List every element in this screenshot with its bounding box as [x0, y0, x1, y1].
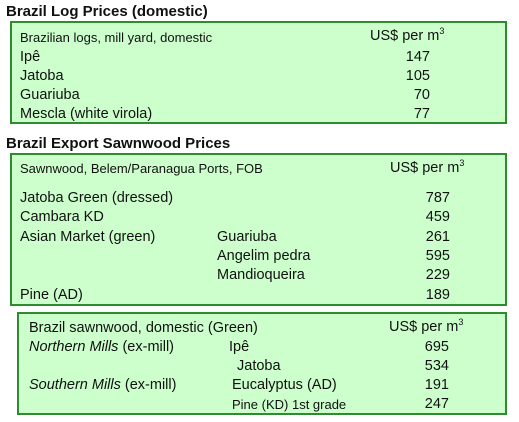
domestic-row-value: 534 — [424, 358, 449, 374]
log-row-value: 70 — [413, 87, 430, 103]
log-row-value: 105 — [405, 68, 430, 84]
domestic-row-species: Pine (KD) 1st grade — [232, 397, 347, 412]
domestic-header-label: Brazil sawnwood, domestic (Green) — [29, 320, 258, 336]
section1-title: Brazil Log Prices (domestic) — [6, 3, 208, 20]
export-row-value: 459 — [425, 209, 450, 225]
log-row-name: Jatoba — [20, 68, 64, 84]
domestic-row-value: 191 — [424, 377, 449, 393]
domestic-row-value: 247 — [424, 396, 449, 412]
export-row-value: 189 — [425, 287, 450, 303]
export-row-name: Asian Market (green) — [20, 229, 156, 245]
log-row-value: 77 — [413, 106, 430, 122]
log-row-name: Ipê — [20, 49, 41, 65]
domestic-sawnwood-table: Brazil sawnwood, domestic (Green) US$ pe… — [17, 312, 507, 415]
export-row-value: 261 — [425, 229, 450, 245]
export-row-name: Cambara KD — [20, 209, 104, 225]
log-prices-header-label: Brazilian logs, mill yard, domestic — [20, 30, 213, 45]
log-prices-unit: US$ per m3 — [370, 26, 445, 44]
domestic-row-species: Eucalyptus (AD) — [232, 377, 337, 393]
section2-title: Brazil Export Sawnwood Prices — [6, 135, 231, 152]
log-row-value: 147 — [405, 49, 430, 65]
export-header-label: Sawnwood, Belem/Paranagua Ports, FOB — [20, 161, 263, 176]
export-row-value: 229 — [425, 267, 450, 283]
domestic-unit: US$ per m3 — [389, 317, 464, 335]
export-row-name: Jatoba Green (dressed) — [20, 190, 174, 206]
domestic-row-species: Jatoba — [237, 358, 281, 374]
log-row-name: Guariuba — [20, 87, 80, 103]
export-unit: US$ per m3 — [390, 158, 465, 176]
export-row-name: Pine (AD) — [20, 287, 83, 303]
export-row-species: Guariuba — [217, 229, 277, 245]
domestic-row-name: Southern Mills (ex-mill) — [29, 377, 177, 393]
export-row-species: Angelim pedra — [217, 248, 311, 264]
domestic-row-species: Ipê — [229, 339, 250, 355]
log-prices-table: Brazilian logs, mill yard, domestic US$ … — [10, 21, 507, 124]
domestic-row-name: Northern Mills (ex-mill) — [29, 339, 175, 355]
export-row-value: 595 — [425, 248, 450, 264]
export-row-value: 787 — [425, 190, 450, 206]
domestic-row-value: 695 — [424, 339, 449, 355]
export-sawnwood-table: Sawnwood, Belem/Paranagua Ports, FOB US$… — [10, 153, 507, 306]
export-row-species: Mandioqueira — [217, 267, 305, 283]
log-row-name: Mescla (white virola) — [20, 106, 153, 122]
